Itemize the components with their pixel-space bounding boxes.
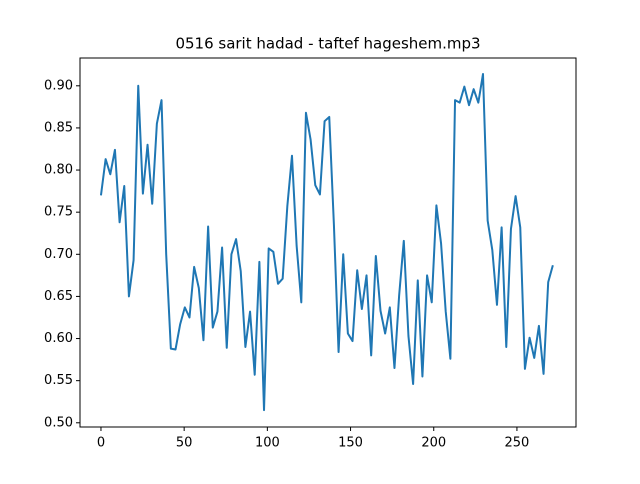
x-tick-label: 0 [97, 436, 105, 451]
plot-frame [79, 57, 577, 428]
y-tick-label: 0.55 [44, 373, 73, 388]
y-tick-label: 0.60 [44, 331, 73, 346]
chart-title: 0516 sarit hadad - taftef hageshem.mp3 [175, 35, 480, 53]
y-tick-label: 0.80 [44, 163, 73, 178]
x-tick-label: 100 [255, 436, 280, 451]
x-tick-label: 150 [338, 436, 363, 451]
y-tick-label: 0.90 [44, 78, 73, 93]
x-tick-label: 200 [421, 436, 446, 451]
x-tick-label: 50 [176, 436, 193, 451]
y-tick-label: 0.70 [44, 247, 73, 262]
y-tick-label: 0.85 [44, 120, 73, 135]
line-series [99, 73, 554, 412]
x-tick-label: 250 [505, 436, 530, 451]
y-tick-label: 0.75 [44, 205, 73, 220]
y-tick-label: 0.50 [44, 415, 73, 430]
y-tick-label: 0.65 [44, 289, 73, 304]
